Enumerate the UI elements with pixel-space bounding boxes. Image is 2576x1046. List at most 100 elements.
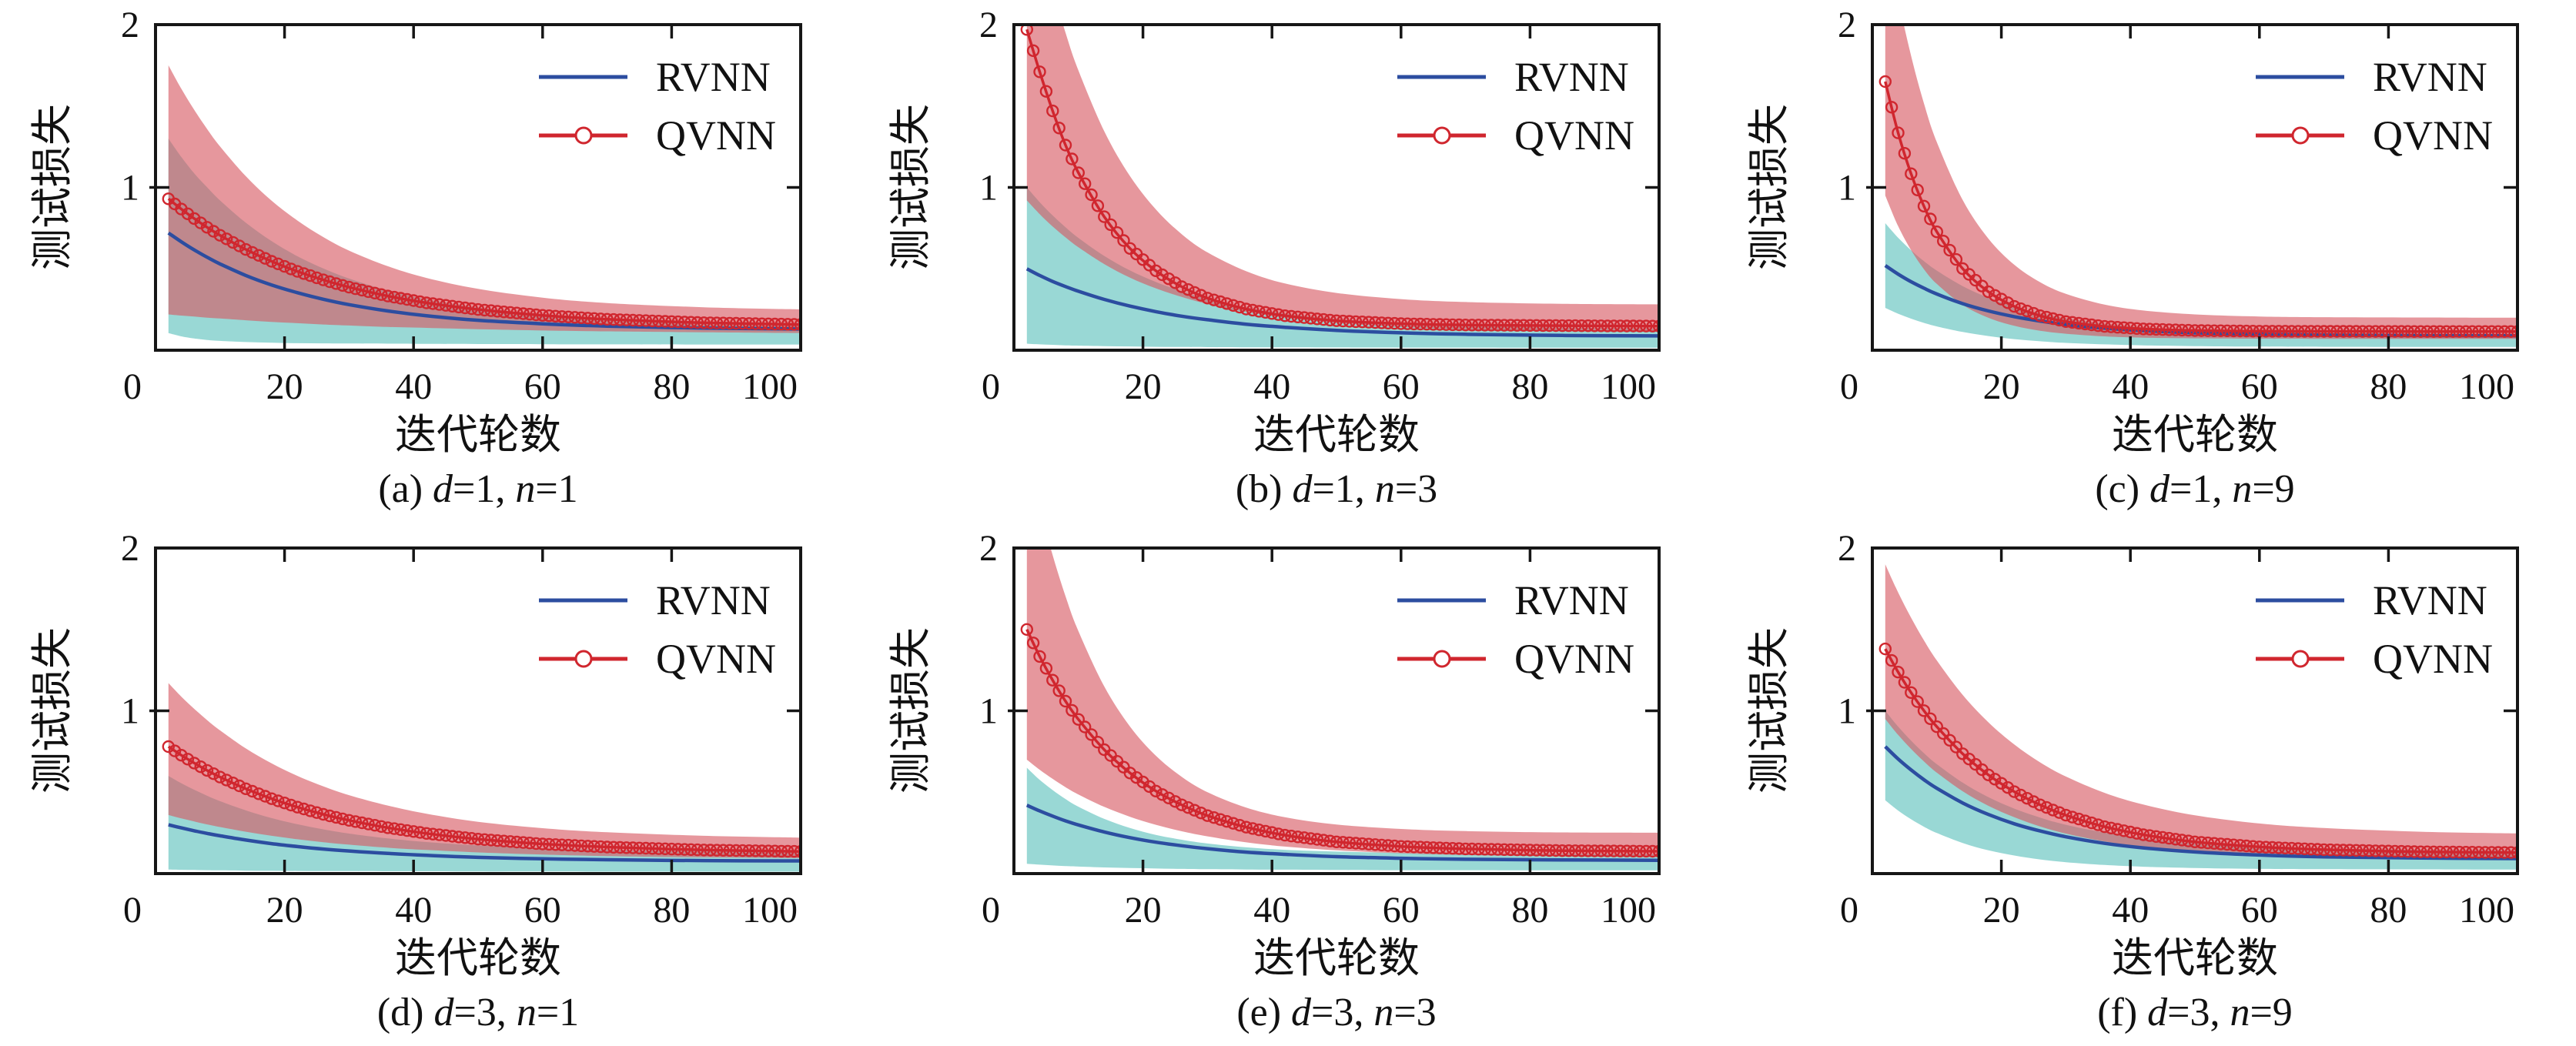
- x-tick-label: 0: [1840, 890, 1858, 931]
- legend: RVNN QVNN: [1397, 577, 1634, 682]
- plot-area: [1878, 564, 2517, 870]
- y-axis-title: 测试损失: [888, 104, 934, 270]
- x-tick-labels: 0 20 40 60 80 100: [123, 366, 798, 407]
- subplot-caption: (f) d=3, n=9: [2097, 991, 2293, 1034]
- x-tick-labels: 0 20 40 60 80 100: [123, 890, 798, 931]
- x-tick-label: 0: [123, 366, 142, 407]
- legend-qvnn-marker-icon: [1433, 126, 1451, 145]
- x-tick-label: 20: [266, 890, 303, 931]
- legend-rvnn-label: RVNN: [1514, 577, 1629, 623]
- x-tick-label: 80: [1511, 890, 1548, 931]
- subplot-a: 1 2 0 20 40 60 80 100 迭代轮数 测试损失 RVNN QVNN (a) d=1, n…: [0, 0, 858, 523]
- qvnn-line: [1884, 81, 2517, 333]
- x-axis-title: 迭代轮数: [395, 935, 561, 981]
- tick-marks: [1008, 550, 1661, 872]
- tick-labels: 120 20 40 60 80 100: [979, 5, 1656, 407]
- tick-marks: [149, 550, 802, 872]
- axis-frame: [1012, 546, 1661, 875]
- subplot-caption: (d) d=3, n=1: [377, 991, 579, 1034]
- legend-rvnn-label: RVNN: [656, 577, 771, 623]
- rvnn-line: [1025, 267, 1659, 338]
- y-axis-title: 测试损失: [1746, 627, 1792, 794]
- x-tick-label: 20: [1983, 366, 2020, 407]
- x-tick-label: 40: [395, 366, 432, 407]
- y-tick-label: 2: [121, 528, 139, 569]
- qvnn-confidence-band: [1026, 25, 1659, 332]
- qvnn-confidence-band: [168, 683, 801, 858]
- plot-area: [162, 683, 801, 872]
- x-tick-label: 60: [1383, 890, 1420, 931]
- y-tick-labels: 12: [1838, 5, 1856, 209]
- legend: RVNN QVNN: [539, 577, 776, 682]
- legend-qvnn-marker-icon: [2291, 650, 2310, 668]
- x-tick-label: 20: [1983, 890, 2020, 931]
- x-tick-label: 60: [524, 366, 561, 407]
- x-tick-label: 60: [524, 890, 561, 931]
- qvnn-markers: [1020, 25, 1659, 333]
- qvnn-line: [1025, 28, 1659, 328]
- subplot-caption: (a) d=1, n=1: [378, 467, 577, 511]
- y-tick-label: 1: [121, 691, 139, 732]
- x-tick-label: 0: [982, 890, 1000, 931]
- x-tick-label: 40: [2112, 890, 2149, 931]
- axis-frame: [154, 23, 802, 352]
- subplot-e: 1 2 0 20 40 60 80 100 迭代轮数 测试损失 RVNN QVNN (e) d=3, n…: [858, 523, 1717, 1046]
- legend-rvnn-label: RVNN: [2373, 577, 2487, 623]
- subplot-caption: (b) d=1, n=3: [1236, 467, 1437, 511]
- legend: RVNN QVNN: [2256, 577, 2493, 682]
- legend-qvnn-label: QVNN: [656, 636, 776, 682]
- subplot-f: 1 2 0 20 40 60 80 100 迭代轮数 测试损失 RVNN QVNN (f) d=3, n…: [1717, 523, 2575, 1046]
- tick-labels: 120 20 40 60 80 100: [121, 5, 798, 407]
- qvnn-line: [167, 197, 801, 326]
- y-tick-label: 1: [1838, 691, 1856, 732]
- legend-qvnn-marker-icon: [574, 650, 593, 668]
- x-tick-labels: 0 20 40 60 80 100: [982, 890, 1656, 931]
- subplot-caption: (e) d=3, n=3: [1236, 991, 1436, 1034]
- plot-area: [1020, 548, 1659, 871]
- legend-qvnn-marker-icon: [1433, 650, 1451, 668]
- y-axis-title: 测试损失: [1746, 104, 1792, 270]
- x-tick-label: 80: [653, 366, 690, 407]
- x-tick-label: 80: [2370, 366, 2407, 407]
- qvnn-markers: [162, 740, 801, 858]
- x-tick-label: 100: [742, 366, 798, 407]
- qvnn-confidence-band: [1885, 564, 2517, 860]
- qvnn-confidence-band: [168, 65, 801, 333]
- x-tick-labels: 0 20 40 60 80 100: [1840, 366, 2514, 407]
- tick-labels: 120 20 40 60 80 100: [979, 528, 1656, 931]
- x-tick-label: 40: [2112, 366, 2149, 407]
- y-tick-labels: 12: [121, 5, 139, 209]
- y-tick-labels: 12: [1838, 528, 1856, 732]
- y-tick-label: 2: [979, 528, 998, 569]
- tick-labels: 120 20 40 60 80 100: [1838, 528, 2514, 931]
- qvnn-line: [1025, 629, 1659, 853]
- legend-rvnn-label: RVNN: [1514, 54, 1629, 100]
- x-axis-title: 迭代轮数: [1253, 412, 1420, 458]
- y-tick-label: 2: [121, 5, 139, 45]
- x-tick-labels: 0 20 40 60 80 100: [1840, 890, 2514, 931]
- x-tick-label: 100: [2459, 890, 2514, 931]
- x-tick-label: 20: [1125, 890, 1162, 931]
- y-tick-label: 2: [1838, 528, 1856, 569]
- x-tick-label: 100: [742, 890, 798, 931]
- y-axis-title: 测试损失: [888, 627, 934, 794]
- legend: RVNN QVNN: [2256, 54, 2493, 159]
- legend-qvnn-label: QVNN: [2373, 636, 2493, 682]
- qvnn-markers: [162, 192, 801, 331]
- qvnn-markers: [1020, 623, 1659, 858]
- legend-qvnn-marker-icon: [2291, 126, 2310, 145]
- qvnn-confidence-band: [1885, 25, 2517, 339]
- rvnn-line: [167, 231, 801, 331]
- x-tick-label: 80: [2370, 890, 2407, 931]
- y-tick-labels: 12: [121, 528, 139, 732]
- x-tick-label: 0: [982, 366, 1000, 407]
- y-tick-label: 1: [979, 168, 998, 209]
- subplot-b: 1 2 0 20 40 60 80 100 迭代轮数 测试损失 RVNN QVNN (b) d=1, n…: [858, 0, 1717, 523]
- y-tick-labels: 12: [979, 528, 998, 732]
- y-axis-title: 测试损失: [29, 627, 75, 794]
- x-tick-label: 100: [2459, 366, 2514, 407]
- x-axis-title: 迭代轮数: [395, 412, 561, 458]
